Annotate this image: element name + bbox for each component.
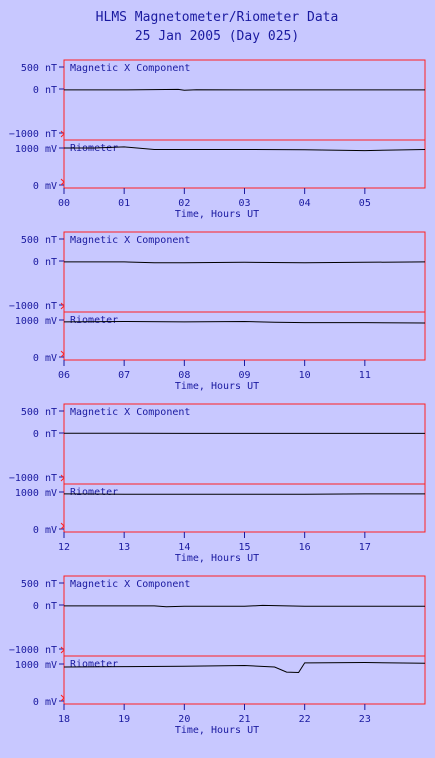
panel-label-2-0: Magnetic X Component (70, 407, 190, 418)
axis-break-2-0 (60, 474, 65, 482)
y-tick-label-3-1-1: 0 mV (33, 697, 57, 708)
y-tick-label-3-0-0: 500 nT (21, 579, 57, 590)
panel-label-2-1: Riometer (70, 487, 118, 498)
chart-group-3: 500 nT 0 nT −1000 nT Magnetic X Component 10… (9, 575, 426, 736)
chart-title: HLMS Magnetometer/Riometer Data (96, 10, 339, 25)
x-tick-label-3-2: 20 (178, 714, 190, 725)
y-tick-label-0-0-2: −1000 nT (9, 129, 57, 140)
y-tick-label-1-0-1: 0 nT (33, 257, 57, 268)
chart-group-0: 500 nT 0 nT −1000 nT Magnetic X Component 10… (9, 59, 426, 220)
panel-label-1-1: Riometer (70, 315, 118, 326)
x-tick-label-2-2: 14 (178, 542, 190, 553)
axis-break-3-0 (60, 646, 65, 654)
x-tick-label-2-4: 16 (299, 542, 311, 553)
y-tick-label-0-0-0: 500 nT (21, 63, 57, 74)
panel-label-3-0: Magnetic X Component (70, 579, 190, 590)
y-tick-label-1-1-1: 0 mV (33, 353, 57, 364)
y-tick-label-2-1-0: 1000 mV (15, 488, 57, 499)
x-tick-label-0-3: 03 (238, 198, 250, 209)
series-line-1-0-0 (64, 261, 426, 264)
x-tick-label-0-2: 02 (178, 198, 190, 209)
x-axis-label-3: Time, Hours UT (175, 725, 259, 736)
y-tick-label-0-1-1: 0 mV (33, 181, 57, 192)
y-tick-label-2-1-1: 0 mV (33, 525, 57, 536)
axis-break-1-0 (60, 302, 65, 310)
x-tick-label-1-4: 10 (299, 370, 311, 381)
axis-break-0-0 (60, 130, 65, 138)
x-tick-label-1-5: 11 (359, 370, 371, 381)
series-line-1-1-0 (63, 320, 426, 324)
x-tick-label-1-1: 07 (118, 370, 130, 381)
y-tick-label-2-0-2: −1000 nT (9, 473, 57, 484)
y-tick-label-3-0-2: −1000 nT (9, 645, 57, 656)
series-line-0-0-0 (64, 88, 425, 91)
y-tick-label-1-1-0: 1000 mV (15, 316, 57, 327)
x-tick-label-1-0: 06 (58, 370, 70, 381)
x-tick-label-2-0: 12 (58, 542, 70, 553)
axis-break-0-1 (60, 178, 65, 186)
x-axis-label-2: Time, Hours UT (175, 553, 259, 564)
x-tick-label-2-5: 17 (359, 542, 371, 553)
chart-group-2: 500 nT 0 nT −1000 nT Magnetic X Component 10… (9, 403, 426, 564)
panel-label-1-0: Magnetic X Component (70, 235, 190, 246)
y-tick-label-2-0-1: 0 nT (33, 429, 57, 440)
x-tick-label-1-2: 08 (178, 370, 190, 381)
x-tick-label-3-3: 21 (238, 714, 250, 725)
y-tick-label-3-1-0: 1000 mV (15, 660, 57, 671)
x-tick-label-3-4: 22 (299, 714, 311, 725)
x-tick-label-0-0: 00 (58, 198, 70, 209)
x-tick-label-0-4: 04 (299, 198, 311, 209)
x-tick-label-0-5: 05 (359, 198, 371, 209)
axis-break-2-1 (60, 522, 65, 530)
axis-break-3-1 (60, 694, 65, 702)
panel-label-3-1: Riometer (70, 659, 118, 670)
x-tick-label-3-0: 18 (58, 714, 70, 725)
y-tick-label-1-0-2: −1000 nT (9, 301, 57, 312)
axis-break-1-1 (60, 350, 65, 358)
x-axis-label-0: Time, Hours UT (175, 209, 259, 220)
panel-label-0-0: Magnetic X Component (70, 63, 190, 74)
x-tick-label-3-1: 19 (118, 714, 130, 725)
chart-groups: 500 nT 0 nT −1000 nT Magnetic X Component 10… (9, 59, 426, 736)
chart-group-1: 500 nT 0 nT −1000 nT Magnetic X Component 10… (9, 231, 426, 392)
series-line-0-1-0 (64, 146, 426, 152)
x-tick-label-1-3: 09 (238, 370, 250, 381)
x-tick-label-2-3: 15 (238, 542, 250, 553)
y-tick-label-1-0-0: 500 nT (21, 235, 57, 246)
y-tick-label-2-0-0: 500 nT (21, 407, 57, 418)
series-line-3-1-0 (63, 661, 426, 674)
x-axis-label-1: Time, Hours UT (175, 381, 259, 392)
x-tick-label-0-1: 01 (118, 198, 130, 209)
y-tick-label-0-0-1: 0 nT (33, 85, 57, 96)
series-line-3-0-0 (64, 604, 425, 608)
chart-subtitle: 25 Jan 2005 (Day 025) (135, 29, 299, 44)
y-tick-label-3-0-1: 0 nT (33, 601, 57, 612)
x-tick-label-3-5: 23 (359, 714, 371, 725)
x-tick-label-2-1: 13 (118, 542, 130, 553)
y-tick-label-0-1-0: 1000 mV (15, 144, 57, 155)
